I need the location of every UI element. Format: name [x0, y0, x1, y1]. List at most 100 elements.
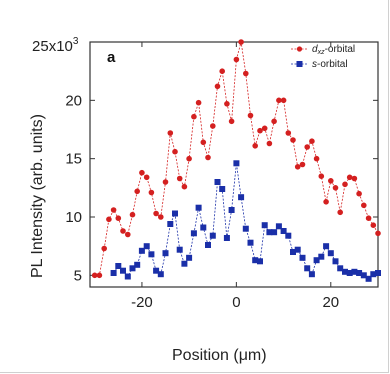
data-point: [332, 185, 339, 191]
y-axis-title: PL Intensity (arb. units): [29, 114, 46, 278]
data-point: [304, 265, 311, 272]
data-point: [143, 243, 150, 250]
data-point: [219, 68, 225, 74]
data-point: [200, 224, 207, 231]
y-tick-label: 15: [65, 151, 82, 168]
data-point: [313, 257, 320, 264]
data-point: [252, 257, 259, 264]
data-point: [375, 270, 381, 276]
data-point: [238, 194, 245, 201]
data-point: [195, 204, 202, 211]
data-point: [106, 216, 112, 223]
data-point: [285, 232, 292, 239]
data-point: [266, 229, 273, 236]
data-point: [158, 214, 164, 220]
data-point: [129, 265, 136, 272]
legend: dxz-orbital s-orbital: [291, 44, 355, 70]
data-point: [162, 250, 169, 257]
data-point: [167, 221, 174, 227]
data-point: [280, 228, 287, 234]
data-point: [233, 56, 240, 63]
panel-label: a: [107, 49, 116, 66]
data-point: [172, 210, 178, 217]
data-point: [224, 101, 230, 107]
data-point: [181, 260, 188, 267]
data-point: [242, 225, 249, 232]
series-s-orbital: [110, 160, 381, 282]
series-d-orbital: [91, 39, 381, 279]
series-layer: [91, 39, 381, 282]
data-point: [120, 267, 126, 274]
data-point: [214, 179, 221, 185]
data-point: [276, 97, 282, 104]
data-point: [139, 169, 145, 176]
data-point: [313, 155, 320, 162]
y-tick-label: 5: [74, 267, 82, 284]
data-point: [247, 112, 254, 119]
data-point: [356, 270, 363, 276]
data-point: [323, 243, 330, 250]
data-point: [210, 123, 216, 129]
x-axis-title: Position (μm): [172, 347, 267, 364]
data-point: [200, 139, 207, 146]
x-tick-label: 20: [322, 294, 339, 311]
data-point: [290, 249, 296, 255]
data-point: [294, 164, 301, 170]
data-point: [195, 99, 202, 106]
data-point: [223, 235, 230, 241]
data-point: [365, 275, 372, 282]
x-tick-label: 0: [232, 294, 240, 311]
data-point: [120, 228, 126, 234]
data-point: [115, 215, 122, 221]
data-point: [275, 223, 282, 230]
data-point: [191, 113, 197, 120]
data-point: [266, 140, 273, 147]
data-point: [172, 148, 178, 155]
data-point: [219, 186, 226, 192]
legend-marker-s: [296, 61, 303, 67]
data-point: [110, 207, 117, 213]
data-point: [337, 209, 344, 216]
data-point: [186, 254, 193, 261]
data-point: [228, 207, 235, 213]
data-point: [167, 130, 174, 136]
data-point: [205, 242, 211, 248]
y-tick-label: 10: [65, 209, 82, 226]
data-point: [96, 272, 103, 279]
data-point: [361, 202, 367, 209]
data-point: [304, 144, 311, 150]
data-point: [125, 231, 131, 238]
data-point: [228, 118, 235, 125]
data-point: [318, 253, 325, 260]
data-point: [190, 230, 197, 237]
data-point: [327, 250, 334, 257]
data-point: [134, 261, 141, 268]
data-point: [342, 181, 348, 188]
legend-label-d: dxz-orbital: [312, 44, 355, 56]
x-tick-label: -20: [131, 294, 153, 311]
data-point: [261, 222, 268, 229]
data-point: [370, 222, 377, 228]
data-point: [280, 97, 287, 104]
data-point: [143, 174, 150, 181]
data-point: [153, 267, 160, 274]
data-point: [351, 175, 358, 182]
axis-ticks: 5 10 15 20 -20 0 20: [65, 41, 378, 311]
data-point: [360, 272, 367, 279]
data-point: [101, 245, 107, 252]
data-point: [346, 270, 353, 276]
data-point: [162, 179, 169, 185]
data-point: [176, 175, 183, 182]
data-point: [243, 70, 249, 77]
data-point: [356, 190, 362, 197]
data-point: [375, 230, 381, 237]
data-point: [153, 210, 159, 217]
data-point: [337, 265, 344, 272]
data-point: [323, 199, 329, 205]
data-point: [91, 272, 98, 279]
data-point: [209, 232, 216, 239]
data-point: [134, 188, 140, 195]
legend-label-s: s-orbital: [312, 59, 348, 70]
